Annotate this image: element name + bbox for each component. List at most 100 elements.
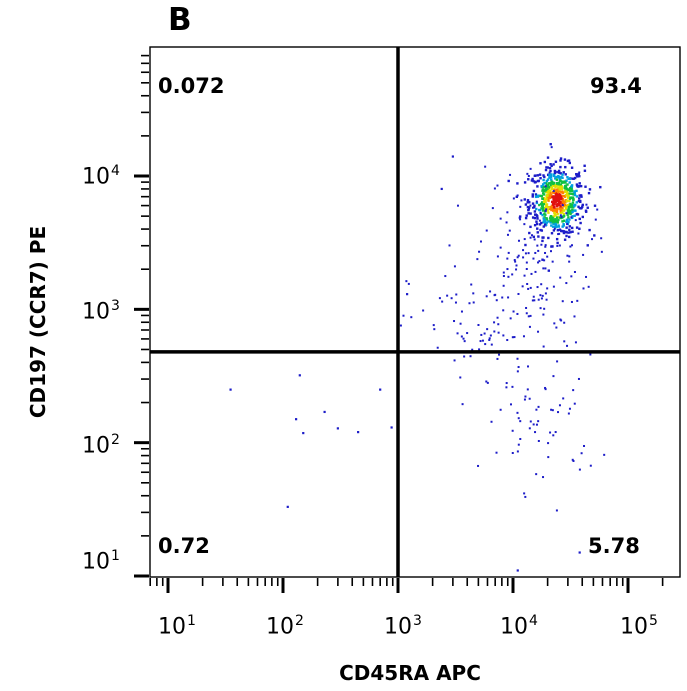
event-dot [544,388,547,391]
event-dot [568,225,571,228]
event-dot [535,200,538,203]
event-dot [562,204,566,208]
event-dot [535,201,539,205]
event-dot [543,160,547,164]
event-dot [495,451,498,454]
event-dot [579,184,583,188]
event-dot [536,227,539,230]
event-dot [568,161,572,165]
event-dot [577,232,580,235]
event-dot [547,186,551,189]
event-dot [546,186,549,190]
event-dot [568,205,571,209]
event-dot [553,190,557,193]
event-dot [323,410,326,414]
event-dot [583,444,586,447]
event-dot [524,395,527,398]
event-dot [527,365,530,368]
event-dot [546,166,550,169]
x-tick-label-2: 102 [266,613,304,640]
event-dot [410,316,413,319]
event-dot [506,211,509,214]
event-dot [571,197,575,200]
event-dot [538,219,541,222]
event-dot [564,205,567,209]
event-dot [560,196,563,200]
event-dot [570,300,573,303]
event-dot [567,188,571,192]
event-dot [603,453,606,456]
event-dot [559,214,562,217]
event-dot [548,173,551,177]
event-dot [546,194,549,197]
x-tick-label-3: 103 [384,613,422,640]
event-dot [565,186,568,190]
y-tick-label-1: 101 [82,548,120,575]
event-dot [543,259,546,262]
event-dot [531,195,534,198]
event-dot [564,200,567,204]
event-dot [563,186,567,190]
event-dot [399,324,402,327]
event-dot [567,235,571,239]
x-axis-ticks [149,578,664,593]
event-dot [357,431,360,434]
event-dot [554,160,558,163]
event-dot [555,509,558,512]
event-dot [513,336,516,339]
event-dot [556,193,560,196]
event-dot [525,214,528,217]
event-dot [559,207,562,210]
event-dot [528,427,531,430]
event-dot [556,203,559,206]
event-dot [542,202,546,206]
event-dot [545,208,548,211]
event-dot [553,205,556,209]
event-dot [508,229,511,232]
event-dot [529,167,532,170]
event-dot [543,189,547,192]
event-dot [533,223,537,227]
event-dot [484,165,487,168]
event-dot [552,182,555,186]
event-dot [548,171,551,174]
event-dot [544,185,547,188]
event-dot [525,306,528,309]
event-dot [533,174,537,177]
event-dot [527,206,531,209]
event-dot [554,177,557,180]
event-dot [562,397,565,400]
event-dot [534,431,537,434]
event-dot [547,220,550,223]
event-dot [524,252,527,255]
event-dot [516,256,519,259]
event-dot [573,402,576,405]
event-dot [444,275,447,278]
event-dot [573,190,576,193]
event-dot [549,250,552,253]
event-dot [562,209,565,212]
event-dot [533,299,536,302]
event-dot [568,228,571,231]
event-dot [536,231,539,234]
event-dot [507,275,510,278]
event-dot [541,183,545,186]
event-dot [556,228,560,232]
event-dot [488,338,491,341]
event-dot [551,208,555,211]
event-dot [578,207,581,210]
event-dot [561,207,564,210]
event-dot [490,420,493,423]
event-dot [506,233,509,236]
event-dot [561,190,564,194]
event-dot [566,213,569,216]
event-dot [524,243,527,247]
event-dot [509,317,512,320]
event-dot [468,302,471,305]
event-dot [546,287,549,290]
event-dot [549,431,552,434]
event-dot [545,203,549,206]
event-dot [556,241,559,245]
event-dot [527,315,530,318]
event-dot [552,229,556,232]
